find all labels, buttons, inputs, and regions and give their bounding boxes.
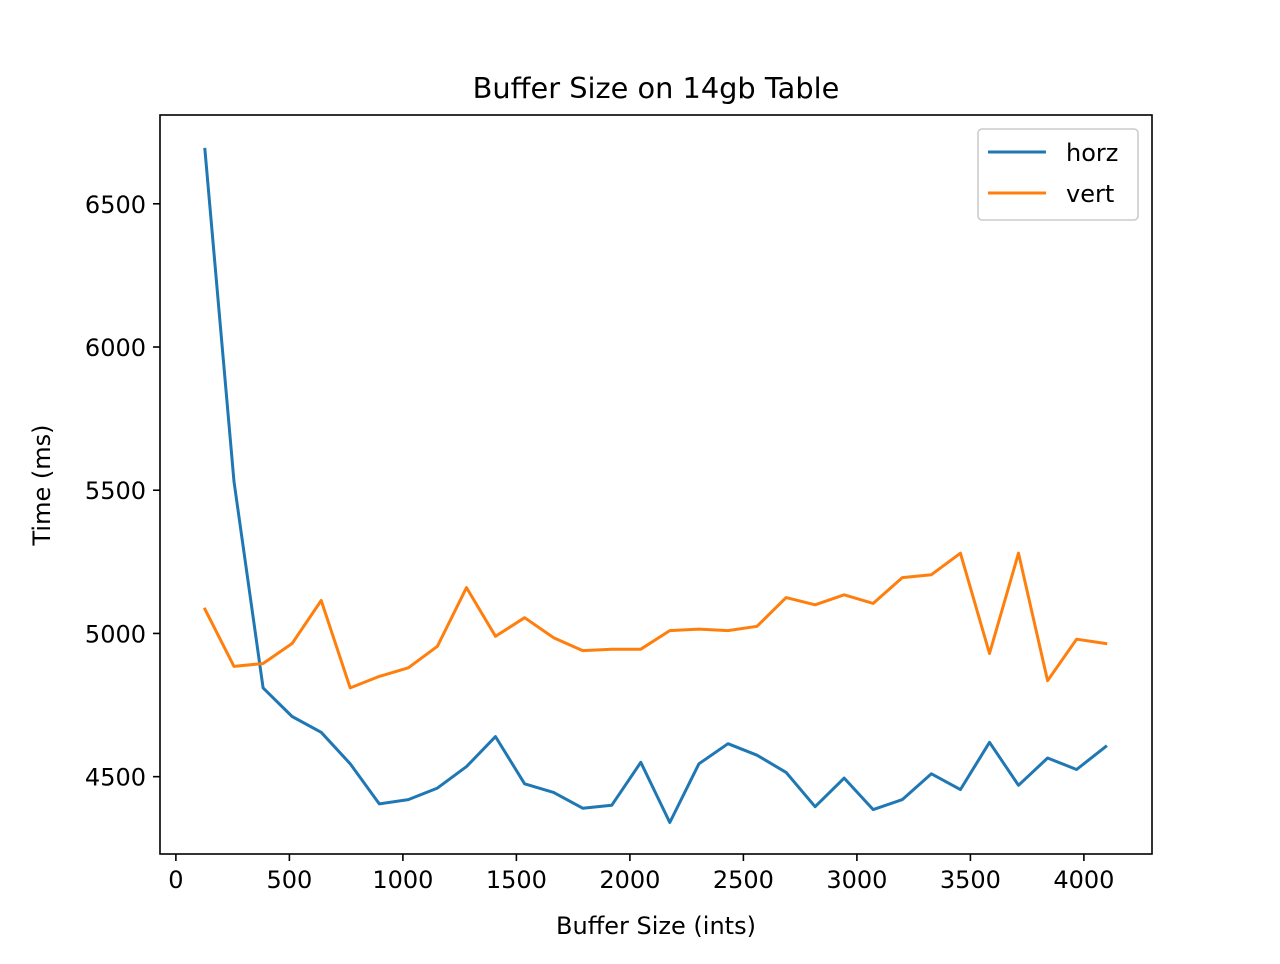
series-line-vert [202,551,1108,690]
y-tick-label: 6000 [85,334,146,362]
x-tick-label: 3500 [940,866,1001,894]
x-tick-label: 2500 [713,866,774,894]
x-tick-label: 1000 [372,866,433,894]
plot-area [160,115,1152,854]
y-axis-ticks: 4500 5000 5500 6000 6500 [85,191,160,792]
x-axis-label: Buffer Size (ints) [556,912,756,940]
y-tick-label: 4500 [85,764,146,792]
legend-label-horz: horz [1066,139,1118,167]
series-line-horz [203,147,1108,824]
chart-title: Buffer Size on 14gb Table [473,71,840,105]
y-axis-label: Time (ms) [28,425,56,547]
x-axis-ticks: 0 500 1000 1500 2000 2500 3000 3500 4000 [168,854,1114,894]
x-tick-label: 1500 [486,866,547,894]
x-tick-label: 500 [266,866,312,894]
x-tick-label: 2000 [599,866,660,894]
legend: horz vert [977,128,1139,221]
x-tick-label: 4000 [1053,866,1114,894]
y-tick-label: 5500 [85,477,146,505]
series-layer [202,147,1108,824]
axes-frame [159,114,1153,855]
y-tick-label: 6500 [85,191,146,219]
x-tick-label: 3000 [826,866,887,894]
x-tick-label: 0 [168,866,183,894]
y-tick-label: 5000 [85,620,146,648]
legend-label-vert: vert [1066,180,1114,208]
